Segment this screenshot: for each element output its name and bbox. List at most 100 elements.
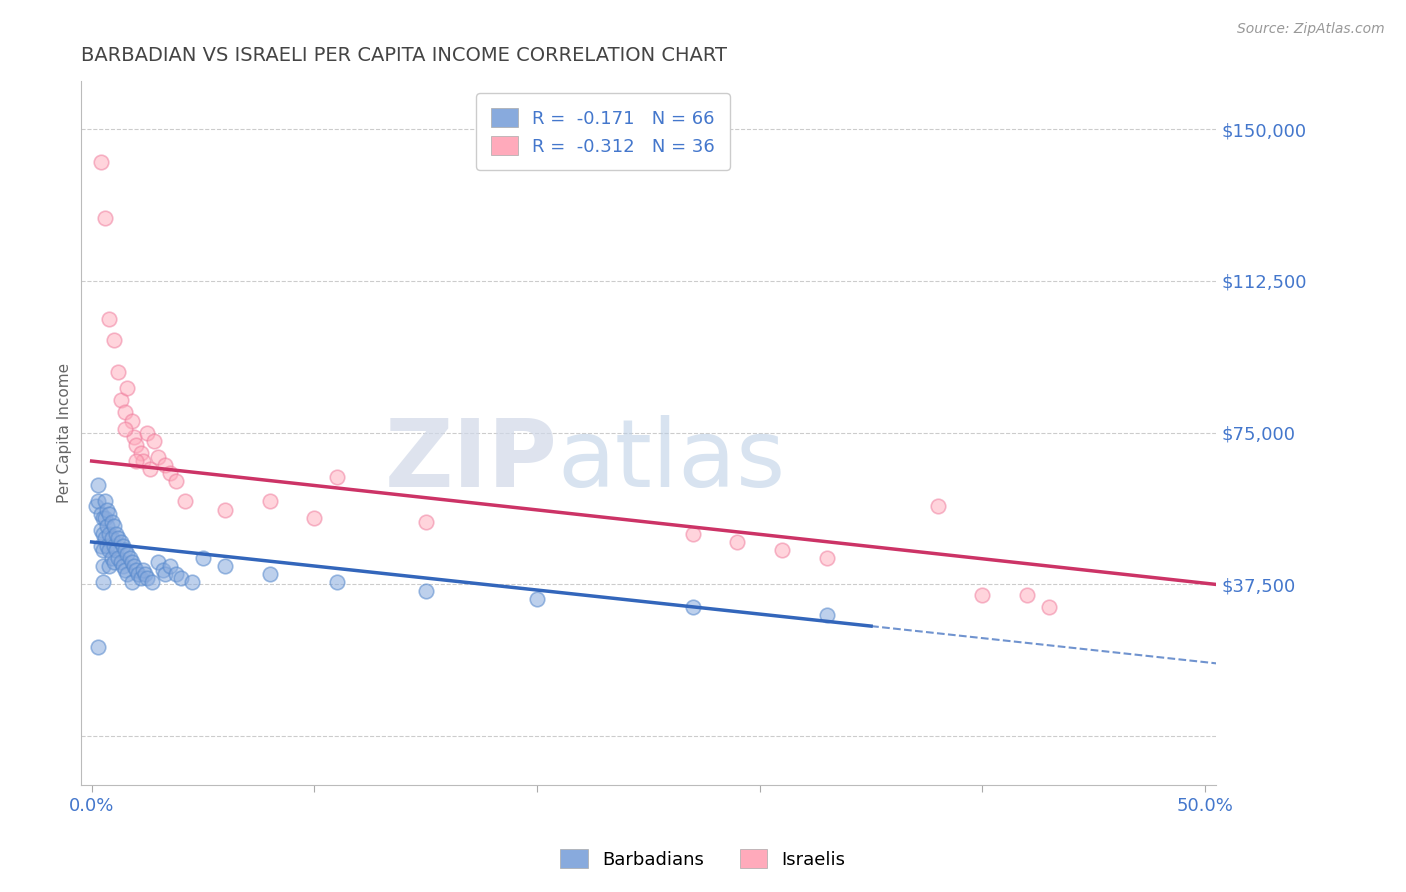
Point <box>87 478 110 492</box>
Point <box>1015 588 1038 602</box>
Point <box>815 551 838 566</box>
Point <box>153 458 176 472</box>
Point <box>325 575 347 590</box>
Point <box>191 551 214 566</box>
Point <box>90 154 112 169</box>
Point <box>111 559 134 574</box>
Point <box>105 527 128 541</box>
Point <box>98 543 121 558</box>
Point <box>415 515 437 529</box>
Point <box>170 571 193 585</box>
Point <box>682 599 704 614</box>
Point <box>121 575 143 590</box>
Point <box>129 571 152 585</box>
Point <box>132 563 155 577</box>
Point <box>87 640 110 655</box>
Point <box>90 539 112 553</box>
Point <box>87 494 110 508</box>
Point <box>94 494 117 508</box>
Point <box>927 499 949 513</box>
Point <box>214 502 236 516</box>
Point <box>770 543 793 558</box>
Point <box>125 563 148 577</box>
Point <box>214 559 236 574</box>
Point <box>117 547 139 561</box>
Point <box>159 559 181 574</box>
Point <box>107 551 129 566</box>
Point <box>98 507 121 521</box>
Legend: Barbadians, Israelis: Barbadians, Israelis <box>553 841 853 876</box>
Point <box>180 575 202 590</box>
Point <box>114 422 136 436</box>
Point <box>103 539 125 553</box>
Point <box>134 567 156 582</box>
Point <box>304 510 326 524</box>
Point <box>136 425 159 440</box>
Point <box>96 518 118 533</box>
Point <box>815 607 838 622</box>
Point <box>141 575 163 590</box>
Point <box>122 430 145 444</box>
Point <box>90 507 112 521</box>
Point <box>103 333 125 347</box>
Point <box>98 527 121 541</box>
Point <box>117 567 139 582</box>
Point <box>121 555 143 569</box>
Text: Source: ZipAtlas.com: Source: ZipAtlas.com <box>1237 22 1385 37</box>
Point <box>136 571 159 585</box>
Point <box>100 551 122 566</box>
Point <box>91 559 114 574</box>
Point <box>105 543 128 558</box>
Point <box>118 551 141 566</box>
Point <box>114 563 136 577</box>
Point <box>107 531 129 545</box>
Point <box>96 539 118 553</box>
Point <box>143 434 166 448</box>
Y-axis label: Per Capita Income: Per Capita Income <box>58 363 72 503</box>
Point <box>91 527 114 541</box>
Point <box>165 475 187 489</box>
Point <box>174 494 197 508</box>
Point <box>96 502 118 516</box>
Point <box>117 381 139 395</box>
Point <box>159 466 181 480</box>
Point <box>114 543 136 558</box>
Text: ZIP: ZIP <box>385 415 558 507</box>
Point <box>132 454 155 468</box>
Point <box>111 539 134 553</box>
Point <box>110 555 132 569</box>
Point <box>103 518 125 533</box>
Point <box>152 563 174 577</box>
Point <box>127 567 149 582</box>
Point <box>138 462 160 476</box>
Text: atlas: atlas <box>558 415 786 507</box>
Point <box>972 588 994 602</box>
Point <box>125 454 148 468</box>
Point <box>148 555 170 569</box>
Point <box>259 494 281 508</box>
Point <box>114 405 136 419</box>
Point <box>125 438 148 452</box>
Point <box>325 470 347 484</box>
Point <box>98 559 121 574</box>
Point <box>415 583 437 598</box>
Point <box>129 446 152 460</box>
Point <box>727 535 749 549</box>
Point <box>165 567 187 582</box>
Point <box>682 527 704 541</box>
Point <box>100 515 122 529</box>
Point <box>121 413 143 427</box>
Point <box>94 531 117 545</box>
Point <box>90 523 112 537</box>
Point <box>153 567 176 582</box>
Point <box>98 312 121 326</box>
Point <box>107 365 129 379</box>
Point <box>94 211 117 226</box>
Text: BARBADIAN VS ISRAELI PER CAPITA INCOME CORRELATION CHART: BARBADIAN VS ISRAELI PER CAPITA INCOME C… <box>80 46 727 65</box>
Point <box>103 555 125 569</box>
Point <box>122 559 145 574</box>
Point <box>84 499 107 513</box>
Point <box>1038 599 1060 614</box>
Point <box>94 510 117 524</box>
Point <box>110 535 132 549</box>
